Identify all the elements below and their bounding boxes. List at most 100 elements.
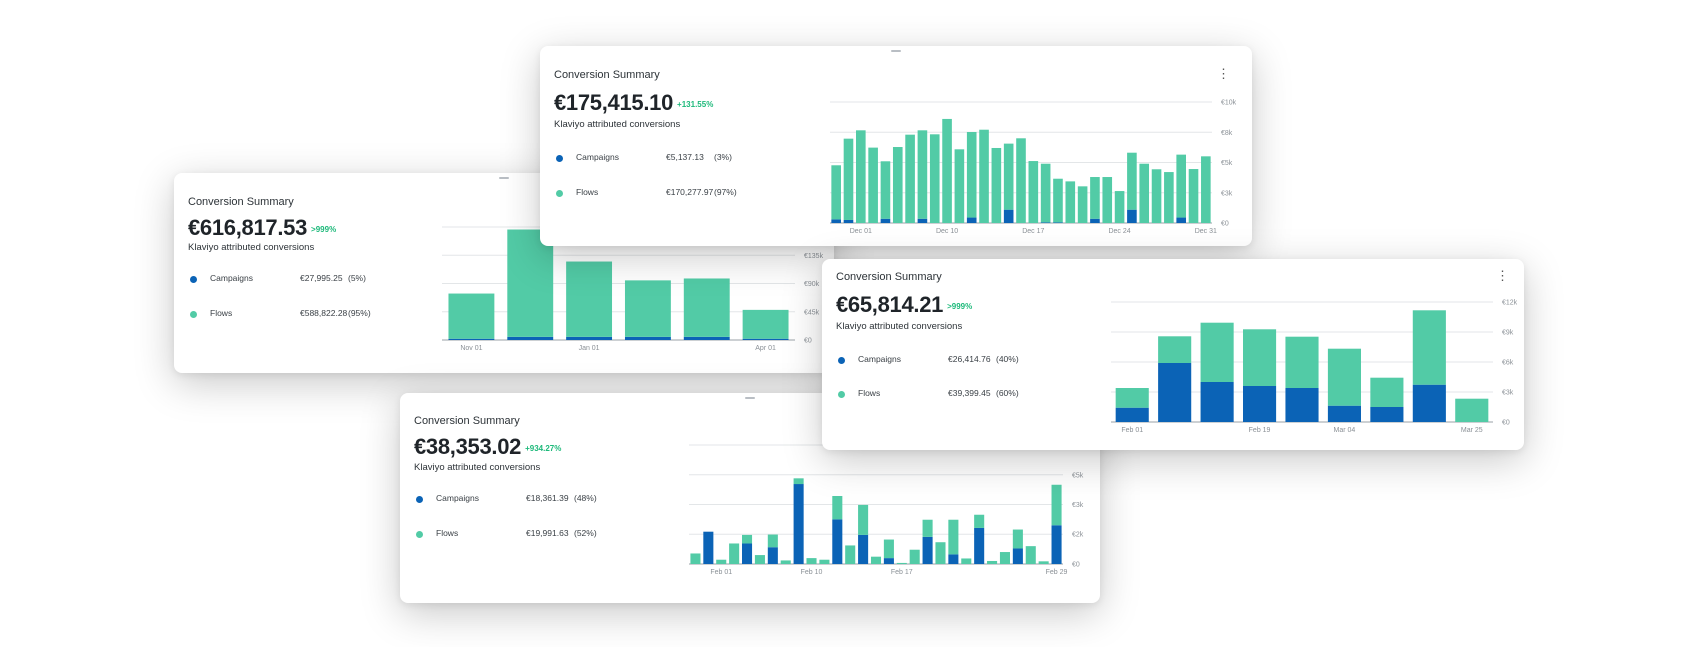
flows-bar bbox=[1127, 152, 1137, 210]
campaigns-dot-icon bbox=[190, 276, 197, 283]
flows-bar bbox=[754, 555, 765, 564]
total-value: €38,353.02 +934.27% bbox=[414, 434, 561, 460]
campaigns-bar bbox=[703, 531, 714, 564]
total-value: €65,814.21 >999% bbox=[836, 292, 972, 318]
more-options-icon[interactable]: ⋮ bbox=[1496, 268, 1509, 283]
x-tick-label: Dec 24 bbox=[1108, 228, 1130, 235]
card-subtitle: Klaviyo attributed conversions bbox=[414, 462, 541, 473]
more-options-icon[interactable]: ⋮ bbox=[1217, 66, 1230, 81]
campaigns-bar bbox=[974, 527, 985, 564]
campaigns-bar bbox=[1370, 407, 1404, 422]
campaigns-bar bbox=[1115, 407, 1149, 422]
flows-bar bbox=[1102, 177, 1113, 223]
campaigns-bar bbox=[742, 543, 753, 564]
campaigns-bar bbox=[793, 484, 804, 564]
flows-bar bbox=[892, 147, 903, 223]
y-tick-label: €0 bbox=[1072, 562, 1080, 569]
flows-bar bbox=[716, 559, 727, 564]
flows-bar bbox=[1077, 186, 1088, 223]
total-value: €175,415.10 +131.55% bbox=[554, 90, 713, 116]
campaigns-bar bbox=[1003, 209, 1014, 223]
legend-value: €39,399.45 bbox=[948, 388, 991, 398]
flows-bar bbox=[868, 147, 878, 223]
card-title: Conversion Summary bbox=[836, 271, 942, 283]
flows-bar bbox=[935, 542, 946, 564]
x-tick-label: Feb 01 bbox=[1121, 427, 1143, 434]
campaigns-bar bbox=[1200, 382, 1234, 422]
flows-bar bbox=[566, 261, 613, 337]
legend-value: €26,414.76 bbox=[948, 354, 991, 364]
flows-bar bbox=[1115, 388, 1149, 408]
y-tick-label: €135k bbox=[804, 253, 824, 260]
campaigns-bar bbox=[917, 218, 928, 223]
flows-bar bbox=[832, 495, 843, 520]
flows-bar bbox=[942, 118, 952, 223]
flows-bar bbox=[961, 558, 972, 564]
flows-bar bbox=[831, 165, 841, 220]
flows-bar bbox=[1370, 377, 1404, 407]
campaigns-bar bbox=[1012, 548, 1023, 564]
y-tick-label: €0 bbox=[1502, 420, 1510, 427]
flows-bar bbox=[806, 558, 817, 564]
flows-bar bbox=[1327, 348, 1361, 406]
card-title: Conversion Summary bbox=[554, 69, 660, 81]
flows-bar bbox=[999, 552, 1010, 564]
legend-label: Campaigns bbox=[858, 354, 901, 364]
flows-bar bbox=[1412, 310, 1446, 385]
legend-value: €18,361.39 bbox=[526, 493, 569, 503]
flows-bar bbox=[974, 514, 985, 528]
flows-bar bbox=[1016, 138, 1026, 223]
legend-campaigns: Campaigns €26,414.76 (40%) bbox=[836, 353, 1076, 367]
total-amount: €38,353.02 bbox=[414, 434, 522, 459]
legend-flows: Flows €19,991.63 (52%) bbox=[414, 527, 654, 541]
campaigns-bar bbox=[922, 536, 933, 564]
x-tick-label: Dec 31 bbox=[1195, 228, 1217, 235]
x-tick-label: Apr 01 bbox=[755, 345, 776, 352]
conversion-bar-chart: €0 €3k €5k €8k €10k Dec 01 Dec 10 Dec 17 Dec 24 D… bbox=[830, 100, 1237, 235]
flows-bar bbox=[917, 130, 928, 219]
flows-bar bbox=[1243, 329, 1277, 386]
flows-bar bbox=[929, 134, 940, 223]
legend-value: €27,995.25 bbox=[300, 273, 343, 283]
flows-bar bbox=[1012, 529, 1023, 549]
campaigns-bar bbox=[1053, 222, 1063, 223]
campaigns-bar bbox=[948, 554, 959, 564]
legend-pct: (60%) bbox=[996, 388, 1019, 398]
legend-campaigns: Campaigns €5,137.13 (3%) bbox=[554, 151, 794, 165]
flows-bar bbox=[1188, 169, 1199, 223]
drag-handle[interactable] bbox=[745, 397, 755, 399]
flows-bar bbox=[507, 229, 554, 337]
y-tick-label: €0 bbox=[1221, 221, 1229, 228]
legend-pct: (95%) bbox=[348, 308, 371, 318]
flows-bar bbox=[1025, 546, 1036, 564]
legend-flows: Flows €39,399.45 (60%) bbox=[836, 387, 1076, 401]
y-tick-label: €8k bbox=[1221, 130, 1233, 137]
legend-label: Campaigns bbox=[576, 152, 619, 162]
drag-handle[interactable] bbox=[891, 50, 901, 52]
flows-bar bbox=[1028, 161, 1039, 223]
flows-bar bbox=[624, 280, 671, 337]
legend-label: Campaigns bbox=[436, 493, 479, 503]
flows-bar bbox=[991, 147, 1002, 223]
y-tick-label: €5k bbox=[1221, 160, 1233, 167]
campaigns-bar bbox=[1040, 222, 1051, 223]
flows-bar bbox=[1201, 156, 1211, 223]
legend-pct: (48%) bbox=[574, 493, 597, 503]
legend-label: Flows bbox=[210, 308, 233, 318]
campaigns-bar bbox=[1285, 388, 1319, 422]
x-tick-label: Feb 17 bbox=[891, 569, 913, 576]
flows-bar bbox=[1151, 169, 1162, 223]
flows-bar bbox=[683, 278, 730, 337]
flows-bar bbox=[780, 560, 791, 564]
campaigns-bar bbox=[1127, 209, 1137, 223]
y-tick-label: €5k bbox=[1072, 472, 1084, 479]
flows-bar bbox=[880, 161, 891, 219]
campaigns-bar bbox=[1412, 384, 1446, 422]
flows-bar bbox=[1114, 191, 1125, 223]
campaigns-bar bbox=[742, 338, 789, 340]
flows-bar bbox=[1200, 322, 1234, 382]
y-tick-label: €45k bbox=[804, 309, 820, 316]
drag-handle[interactable] bbox=[499, 177, 509, 179]
flows-bar bbox=[1053, 178, 1063, 223]
y-tick-label: €3k bbox=[1072, 502, 1084, 509]
